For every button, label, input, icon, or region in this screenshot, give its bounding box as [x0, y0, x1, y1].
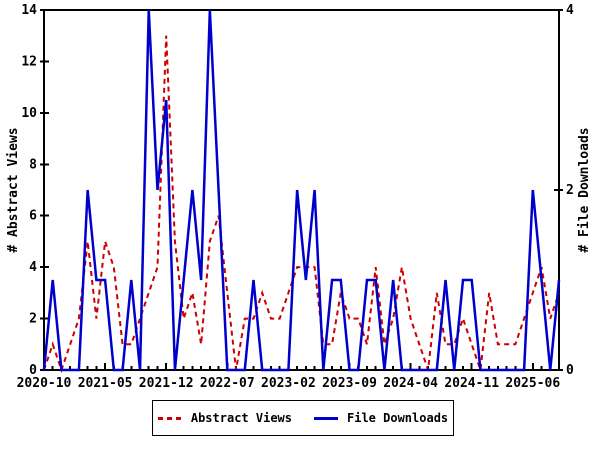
y2-tick-label: 4: [566, 3, 574, 18]
x-tick-label: 2024-11: [444, 376, 499, 391]
plot-border: [43, 9, 560, 371]
right-axis-ticks: 0 2 4: [554, 3, 574, 378]
legend-label-abstract-views: Abstract Views: [190, 411, 292, 425]
legend-label-file-downloads: File Downloads: [347, 411, 449, 425]
y2-tick-label: 0: [566, 363, 574, 378]
x-tick-label: 2023-09: [322, 376, 377, 391]
y-tick-label: 6: [29, 209, 37, 224]
y2-tick-label: 2: [566, 183, 574, 198]
abstract-views-line-sample: [157, 416, 182, 420]
x-tick-label: 2022-07: [200, 376, 255, 391]
legend: Abstract Views File Downloads: [152, 400, 454, 436]
y-tick-label: 8: [29, 157, 37, 172]
legend-item-abstract-views: Abstract Views: [157, 411, 292, 425]
y-tick-label: 12: [21, 54, 37, 69]
y-tick-label: 0: [29, 363, 37, 378]
file-downloads-line-sample: [314, 416, 338, 420]
y-tick-label: 14: [21, 3, 37, 18]
x-tick-label: 2023-02: [261, 376, 316, 391]
y-tick-label: 10: [21, 106, 37, 121]
x-tick-label: 2021-05: [78, 376, 133, 391]
file-downloads-line: [42, 9, 561, 372]
x-tick-label: 2024-04: [383, 376, 438, 391]
x-tick-label: 2021-12: [139, 376, 194, 391]
x-tick-label: 2025-06: [505, 376, 560, 391]
left-axis-ticks: 0 2 4 6 8 10 12 14: [21, 3, 49, 378]
right-axis-title: # File Downloads: [577, 127, 592, 253]
y-tick-label: 4: [29, 260, 37, 275]
abstract-views-line: [43, 35, 560, 374]
left-axis-title: # Abstract Views: [6, 127, 21, 253]
x-axis-ticks: 2020-10 2021-05 2021-12 2022-07 2023-02 2023-…: [17, 363, 560, 391]
x-tick-label: 2020-10: [17, 376, 72, 391]
y-tick-label: 2: [29, 312, 37, 327]
legend-item-file-downloads: File Downloads: [314, 411, 448, 425]
